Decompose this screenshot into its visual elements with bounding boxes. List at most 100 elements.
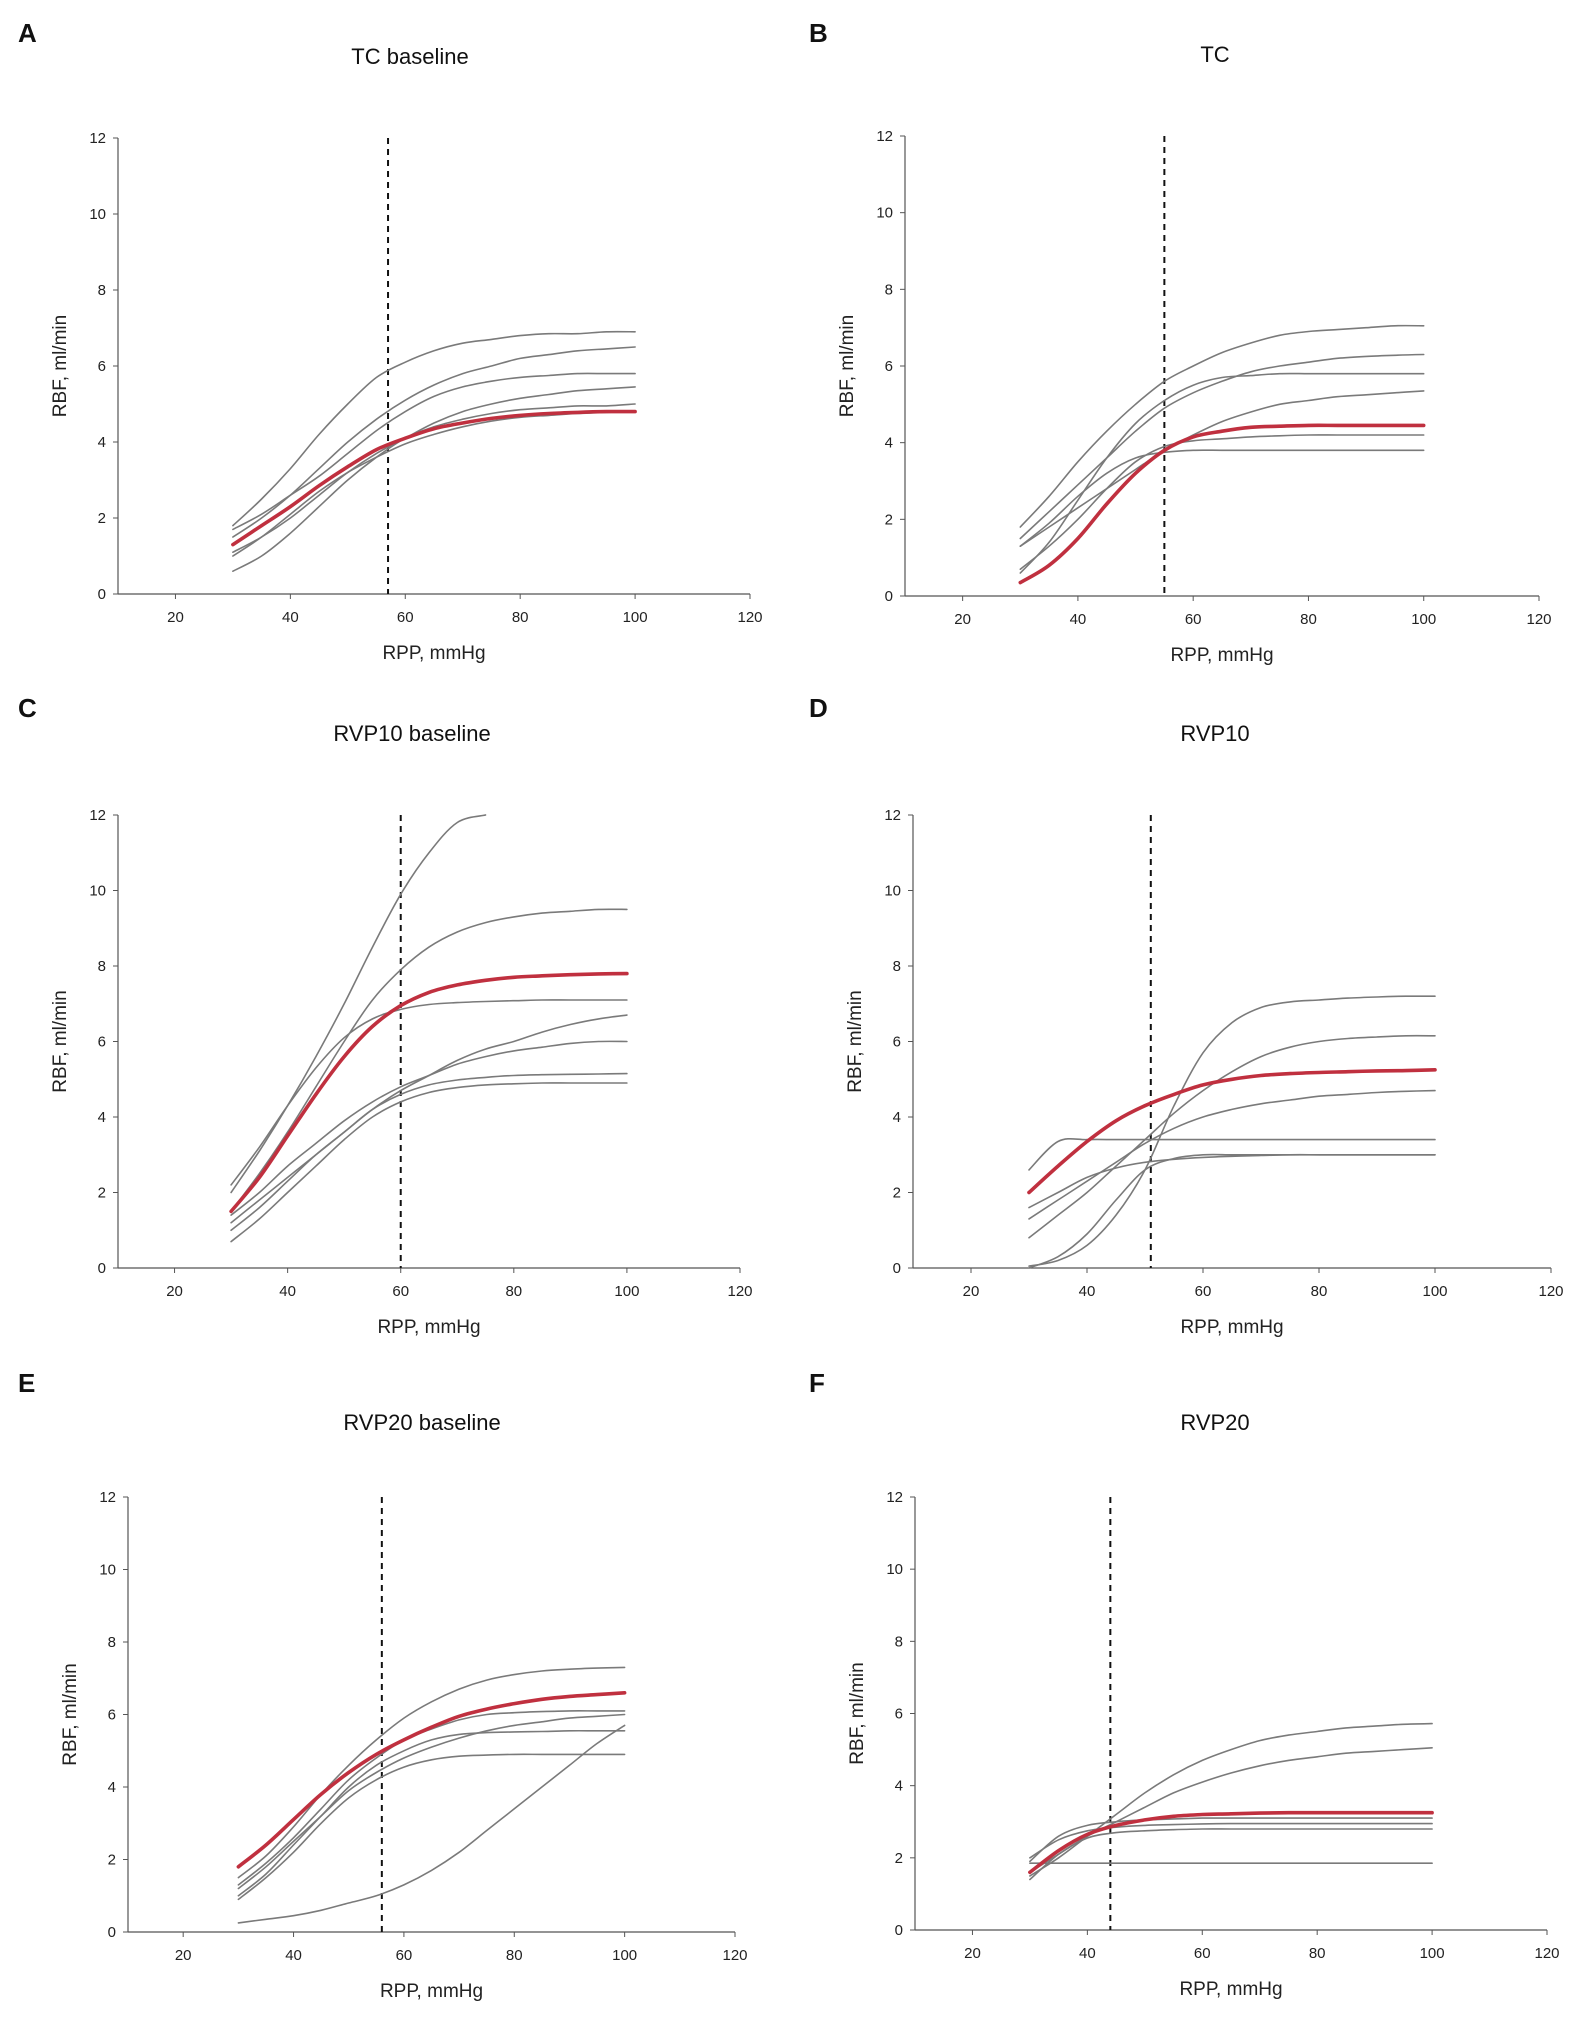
chart-b: 0 2 4 6 8 10 12 20 40 60 80 100 120 RPP, mmHg RBF, ml/… <box>837 128 1552 666</box>
individual-curve <box>1029 1747 1433 1874</box>
y-tick-label: 8 <box>98 282 106 299</box>
x-axis-label: RPP, mmHg <box>1180 1317 1283 1338</box>
x-tick-label: 20 <box>954 611 971 628</box>
y-tick-label: 6 <box>885 358 893 375</box>
y-tick-label: 2 <box>108 1852 116 1869</box>
y-tick-label: 2 <box>98 510 106 527</box>
individual-curve <box>230 1082 628 1243</box>
individual-curve <box>237 1713 626 1890</box>
individual-curve <box>230 1040 628 1216</box>
x-tick-label: 100 <box>1411 611 1436 628</box>
x-tick-label: 80 <box>505 1283 522 1300</box>
y-tick-label: 6 <box>108 1707 116 1724</box>
y-tick-label: 0 <box>98 1260 106 1277</box>
x-axis-label: RPP, mmHg <box>1170 645 1273 666</box>
y-tick-label: 8 <box>108 1634 116 1651</box>
individual-curve <box>232 346 636 538</box>
x-tick-label: 80 <box>1300 611 1317 628</box>
individual-curve <box>230 1072 628 1232</box>
y-tick-label: 2 <box>895 1850 903 1867</box>
panel-title: TC baseline <box>351 44 469 69</box>
x-tick-label: 80 <box>512 609 529 626</box>
chart-a: 0 2 4 6 8 10 12 20 40 60 80 100 120 RPP, mmHg RBF, ml/… <box>50 130 763 664</box>
panel-letter: A <box>18 18 37 48</box>
individual-curve <box>232 410 636 557</box>
x-axis-label: RPP, mmHg <box>382 643 485 664</box>
chart-e: 0 2 4 6 8 10 12 20 40 60 80 100 120 RPP, mmHg RBF, ml/… <box>60 1489 748 2002</box>
mean-curve <box>1028 1810 1434 1875</box>
x-tick-label: 60 <box>392 1283 409 1300</box>
x-tick-label: 60 <box>397 609 414 626</box>
x-tick-label: 40 <box>1070 611 1087 628</box>
mean-curve <box>231 409 637 547</box>
y-axis-label: RBF, ml/min <box>847 1662 868 1764</box>
y-tick-label: 10 <box>876 205 893 222</box>
x-tick-label: 20 <box>964 1945 981 1962</box>
panel-letter: B <box>809 18 828 48</box>
y-tick-label: 4 <box>893 1109 901 1126</box>
panel-d: D RVP10 0 2 4 6 8 10 12 20 40 60 80 100 120 RPP, mmHg… <box>791 675 1583 1350</box>
y-tick-label: 2 <box>885 511 893 528</box>
individual-curve <box>1019 434 1425 570</box>
x-tick-label: 40 <box>279 1283 296 1300</box>
y-tick-label: 4 <box>885 435 893 452</box>
x-tick-label: 120 <box>1538 1283 1563 1300</box>
panel-letter: D <box>809 693 828 723</box>
panel-title: TC <box>1200 42 1230 67</box>
individual-curve <box>232 386 636 553</box>
x-tick-label: 120 <box>722 1947 747 1964</box>
y-tick-label: 12 <box>886 1489 903 1506</box>
x-axis-label: RPP, mmHg <box>1179 1979 1282 2000</box>
y-tick-label: 10 <box>89 206 106 223</box>
x-tick-label: 20 <box>167 609 184 626</box>
x-tick-label: 100 <box>623 609 648 626</box>
y-tick-label: 10 <box>89 883 106 900</box>
chart-d: 0 2 4 6 8 10 12 20 40 60 80 100 120 RPP, mmHg RBF, ml/… <box>845 807 1564 1338</box>
x-tick-label: 40 <box>1079 1945 1096 1962</box>
individual-curve <box>1029 1828 1433 1881</box>
individual-curve <box>1028 1034 1436 1239</box>
panel-f: F RVP20 0 2 4 6 8 10 12 20 40 60 80 100 120 RPP, mmHg… <box>791 1350 1583 2025</box>
x-tick-label: 20 <box>175 1947 192 1964</box>
x-axis-label: RPP, mmHg <box>377 1317 480 1338</box>
panel-title: RVP20 <box>1180 1410 1250 1435</box>
individual-curve <box>232 330 636 527</box>
y-tick-label: 4 <box>98 434 106 451</box>
x-tick-label: 40 <box>1079 1283 1096 1300</box>
y-tick-label: 0 <box>108 1924 116 1941</box>
x-tick-label: 80 <box>1309 1945 1326 1962</box>
y-tick-label: 0 <box>98 586 106 603</box>
mean-curve <box>236 1691 627 1869</box>
individual-curve <box>1019 324 1425 528</box>
individual-curve <box>1019 449 1425 547</box>
y-tick-label: 8 <box>885 281 893 298</box>
y-tick-label: 0 <box>895 1922 903 1939</box>
y-tick-label: 12 <box>99 1489 116 1506</box>
x-tick-label: 40 <box>285 1947 302 1964</box>
x-tick-label: 120 <box>1526 611 1551 628</box>
y-tick-label: 4 <box>98 1109 106 1126</box>
x-tick-label: 80 <box>506 1947 523 1964</box>
y-tick-label: 10 <box>884 883 901 900</box>
x-tick-label: 100 <box>1422 1283 1447 1300</box>
x-tick-label: 100 <box>1420 1945 1445 1962</box>
individual-curve <box>237 1666 626 1879</box>
y-tick-label: 10 <box>99 1562 116 1579</box>
x-tick-label: 100 <box>612 1947 637 1964</box>
individual-curve <box>1028 1138 1436 1171</box>
y-tick-label: 12 <box>876 128 893 145</box>
y-tick-label: 0 <box>885 588 893 605</box>
y-tick-label: 6 <box>98 358 106 375</box>
individual-curve <box>230 814 487 1194</box>
panel-title: RVP10 <box>1180 721 1250 746</box>
individual-curve <box>237 1724 626 1924</box>
mean-curve <box>229 971 629 1214</box>
y-tick-label: 8 <box>893 958 901 975</box>
y-tick-label: 12 <box>89 807 106 824</box>
individual-curve <box>230 908 628 1213</box>
y-tick-label: 8 <box>895 1633 903 1650</box>
y-axis-label: RBF, ml/min <box>50 990 71 1092</box>
individual-curve <box>1019 390 1425 547</box>
mean-curve <box>1018 423 1426 585</box>
y-axis-label: RBF, ml/min <box>845 990 866 1092</box>
